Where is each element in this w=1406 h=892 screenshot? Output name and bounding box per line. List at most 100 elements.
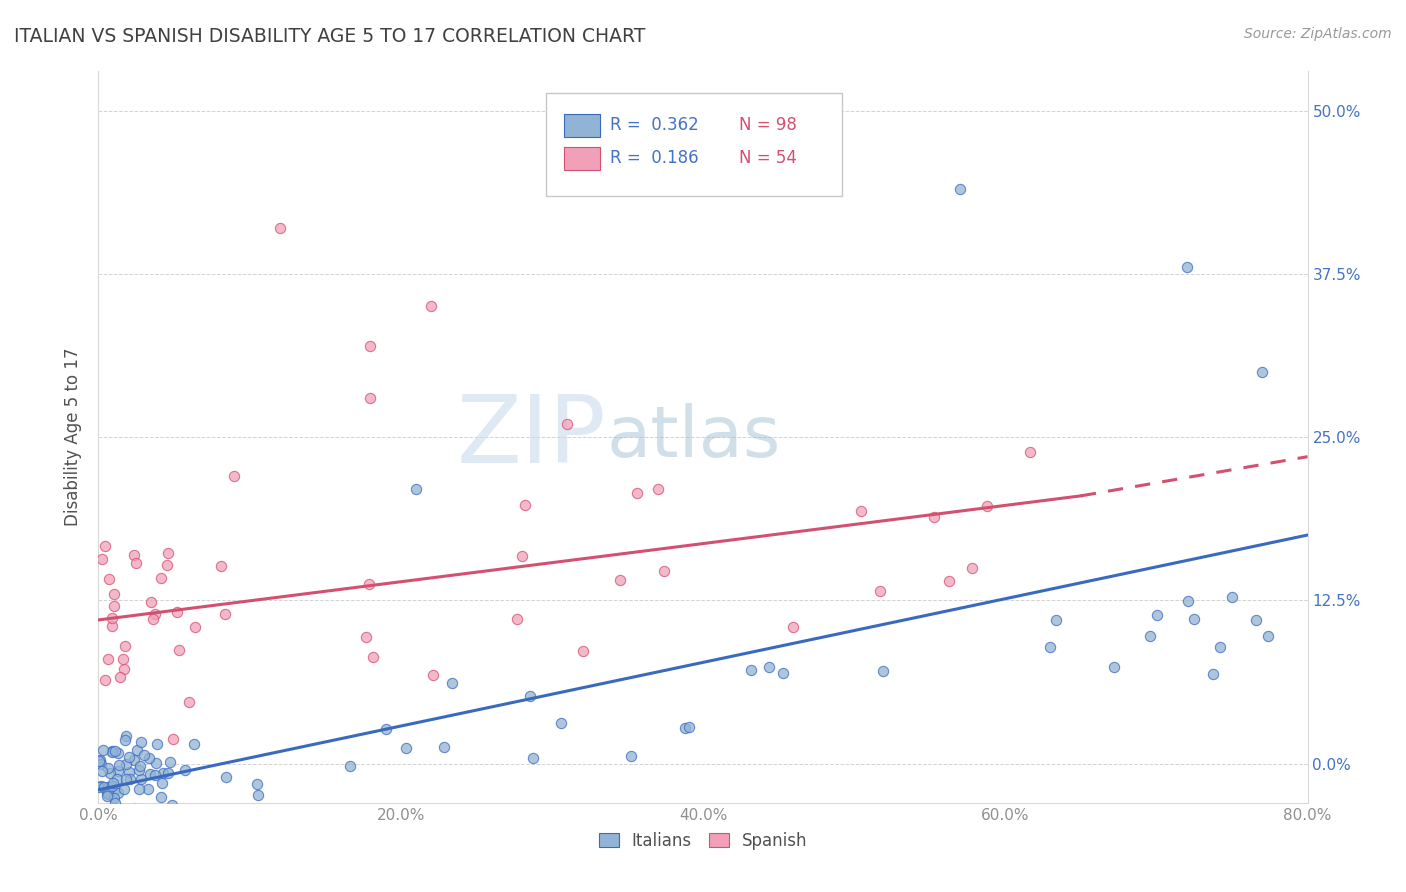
Point <box>869 583 891 598</box>
Point <box>1177 594 1199 608</box>
Point <box>938 574 960 589</box>
Point <box>152 765 174 780</box>
Point <box>103 599 125 614</box>
FancyBboxPatch shape <box>546 94 842 195</box>
Text: R =  0.362: R = 0.362 <box>610 116 699 134</box>
Point <box>1045 613 1067 627</box>
Point <box>142 612 165 626</box>
Point <box>131 735 153 749</box>
Point <box>924 509 946 524</box>
Point <box>506 612 529 626</box>
Point <box>422 668 444 682</box>
Text: N = 54: N = 54 <box>740 149 797 167</box>
Point <box>105 823 128 838</box>
Point <box>103 796 125 810</box>
Point <box>160 797 183 812</box>
Point <box>357 577 380 591</box>
Point <box>215 770 238 784</box>
Text: N = 98: N = 98 <box>740 116 797 134</box>
Point <box>97 787 120 801</box>
Point <box>118 750 141 764</box>
Point <box>138 750 160 764</box>
Point <box>89 753 111 767</box>
Point <box>420 300 443 314</box>
Point <box>107 786 129 800</box>
Point <box>124 802 146 816</box>
Point <box>108 670 131 684</box>
Point <box>772 666 794 681</box>
Point <box>647 483 669 497</box>
Point <box>1244 613 1267 627</box>
Point <box>101 776 124 790</box>
Point <box>339 759 361 773</box>
Point <box>101 744 124 758</box>
Point <box>620 749 643 764</box>
Point <box>107 764 129 778</box>
Point <box>139 595 162 609</box>
Point <box>519 690 541 704</box>
Point <box>572 644 595 658</box>
Point <box>97 780 120 794</box>
Point <box>118 764 141 779</box>
Point <box>976 499 998 513</box>
Point <box>405 483 427 497</box>
Point <box>550 715 572 730</box>
Point <box>114 772 136 786</box>
Point <box>145 756 167 770</box>
Point <box>124 753 146 767</box>
Point <box>111 652 134 666</box>
Point <box>395 741 418 756</box>
Point <box>150 571 173 585</box>
Point <box>127 743 149 757</box>
Point <box>1039 640 1062 654</box>
Point <box>356 631 378 645</box>
Point <box>96 789 118 803</box>
Text: Source: ZipAtlas.com: Source: ZipAtlas.com <box>1244 27 1392 41</box>
Point <box>138 810 160 824</box>
Point <box>184 620 207 634</box>
Point <box>740 663 762 677</box>
Point <box>1182 612 1205 626</box>
Point <box>89 780 111 794</box>
Point <box>97 760 120 774</box>
Point <box>626 486 648 500</box>
Point <box>150 789 173 804</box>
Point <box>173 763 195 777</box>
Point <box>114 732 136 747</box>
Point <box>129 772 152 787</box>
Point <box>101 619 124 633</box>
Point <box>101 745 124 759</box>
Point <box>177 694 200 708</box>
Point <box>104 781 127 796</box>
Point <box>129 758 152 772</box>
Point <box>118 772 141 786</box>
Point <box>122 549 145 563</box>
Point <box>1209 640 1232 655</box>
Point <box>673 721 696 735</box>
Point <box>654 564 676 578</box>
Point <box>440 676 463 690</box>
Point <box>103 790 125 805</box>
Point <box>128 781 150 796</box>
Point <box>522 751 544 765</box>
Point <box>136 782 159 797</box>
Point <box>115 729 138 743</box>
FancyBboxPatch shape <box>564 114 600 137</box>
Point <box>246 788 269 802</box>
Point <box>949 182 972 196</box>
Point <box>108 758 131 772</box>
Point <box>1202 667 1225 681</box>
Point <box>433 739 456 754</box>
Point <box>94 673 117 687</box>
Point <box>93 780 115 794</box>
Point <box>269 221 291 235</box>
Point <box>156 546 179 560</box>
Point <box>101 780 124 794</box>
Text: R =  0.186: R = 0.186 <box>610 149 699 167</box>
Point <box>960 560 983 574</box>
Text: atlas: atlas <box>606 402 780 472</box>
Point <box>515 498 537 512</box>
Point <box>758 660 780 674</box>
Point <box>361 649 384 664</box>
Point <box>375 722 398 736</box>
